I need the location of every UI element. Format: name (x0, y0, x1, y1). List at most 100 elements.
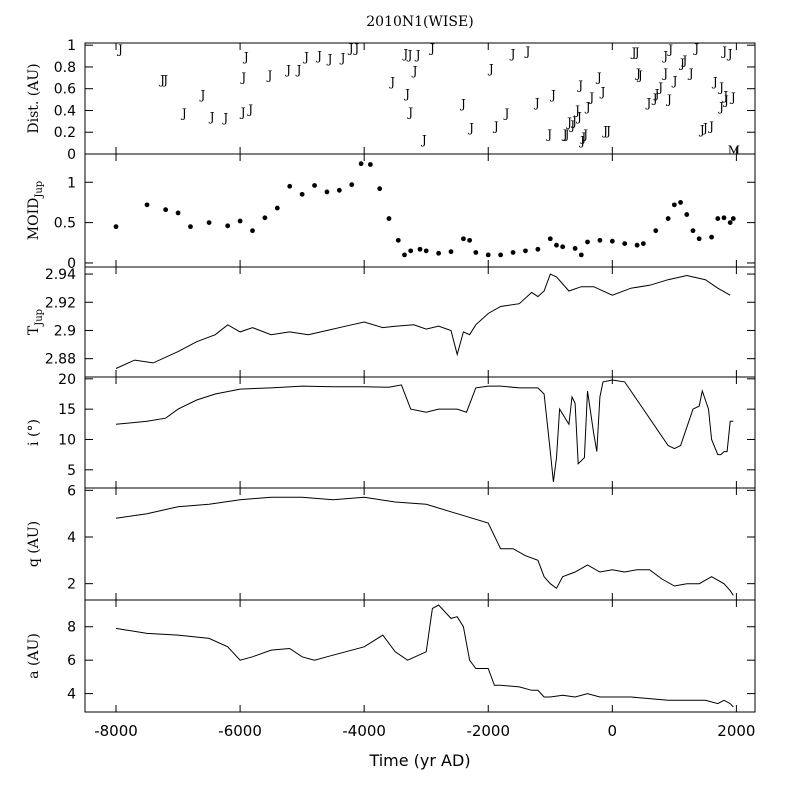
y-tick-label: 2.9 (54, 323, 76, 339)
y-tick-label: 0.2 (54, 125, 76, 141)
encounter-marker: J (576, 78, 583, 92)
y-tick-label: 6 (67, 483, 76, 499)
data-point (578, 252, 584, 258)
y-axis-label: q (AU) (26, 521, 42, 567)
data-point (448, 249, 454, 255)
y-tick-label: 4 (67, 530, 76, 546)
data-point (144, 202, 150, 208)
encounter-marker: J (581, 127, 588, 141)
encounter-marker: J (242, 50, 249, 64)
encounter-marker: J (634, 66, 641, 80)
x-tick-label: 2000 (717, 722, 755, 740)
data-point (324, 189, 330, 195)
x-axis-label: Time (yr AD) (368, 751, 470, 770)
encounter-marker: J (161, 73, 168, 87)
encounter-marker: J (545, 127, 552, 141)
data-point (523, 248, 528, 254)
encounter-marker: J (568, 119, 575, 133)
data-point (640, 241, 646, 246)
encounter-marker: J (645, 96, 652, 110)
encounter-marker: J (633, 46, 640, 60)
data-point (535, 246, 541, 252)
encounter-marker: J (587, 90, 594, 104)
x-tick-label: -4000 (342, 722, 386, 740)
y-tick-label: 6 (67, 653, 76, 669)
encounter-marker: J (239, 71, 246, 85)
encounter-marker: J (717, 100, 724, 114)
encounter-marker: J (524, 45, 531, 59)
encounter-marker: J (315, 49, 322, 63)
data-point (175, 210, 181, 216)
data-point (417, 246, 423, 252)
encounter-marker: J (573, 103, 580, 117)
x-tick-label: 0 (608, 722, 618, 740)
data-point (554, 242, 559, 248)
encounter-marker: J (406, 48, 413, 62)
x-tick-label: -8000 (94, 722, 138, 740)
y-tick-label: 1 (67, 38, 76, 54)
encounter-marker: J (492, 120, 499, 134)
data-point (377, 186, 383, 192)
data-point (696, 236, 702, 242)
data-point (690, 228, 696, 234)
encounter-marker: J (533, 96, 540, 110)
encounter-marker: J (401, 47, 408, 61)
data-point (634, 242, 640, 248)
data-point (206, 220, 212, 226)
encounter-marker: J (722, 94, 729, 108)
y-axis-label: TJup (26, 309, 45, 335)
data-point (349, 182, 355, 188)
encounter-marker: J (563, 127, 570, 141)
encounter-marker: J (509, 47, 516, 61)
series-line (115, 379, 734, 482)
data-point (467, 237, 473, 243)
data-point (287, 183, 293, 189)
encounter-marker: J (653, 87, 660, 101)
encounter-marker: J (265, 69, 272, 83)
data-point (730, 216, 736, 221)
y-tick-label: 0 (67, 256, 76, 272)
encounter-marker: J (561, 127, 568, 141)
encounter-marker: J (414, 48, 421, 62)
encounter-marker: J (717, 81, 724, 95)
encounter-marker: J (180, 107, 187, 121)
data-point (671, 202, 677, 208)
encounter-marker: J (221, 111, 228, 125)
panel-frame (84, 487, 756, 601)
data-point (653, 228, 659, 234)
data-point (461, 236, 466, 242)
data-point (299, 191, 305, 197)
encounter-marker: J (578, 134, 585, 148)
encounter-marker: J (246, 102, 253, 116)
encounter-marker: J (487, 62, 494, 76)
data-point (113, 224, 119, 230)
y-axis-label-subscript: Jup (34, 309, 45, 327)
encounter-marker: J (661, 66, 668, 80)
encounter-marker: J (339, 51, 346, 65)
encounter-marker: J (326, 52, 333, 66)
data-point (727, 220, 733, 226)
encounter-marker: J (604, 124, 611, 138)
data-point (585, 239, 590, 245)
data-point (498, 252, 504, 258)
data-point (312, 183, 317, 188)
encounter-marker: J (720, 45, 727, 59)
panel-q: 2 4 6 q (AU) (26, 483, 756, 601)
y-tick-label: 2.88 (45, 352, 76, 368)
panel-a: 4 6 8 a (AU) (26, 599, 756, 713)
encounter-marker: J (208, 110, 215, 124)
data-point (715, 216, 721, 221)
y-axis-label: MOIDJup (26, 181, 45, 240)
encounter-marker: J (666, 42, 673, 56)
encounter-marker: J (584, 100, 591, 114)
encounter-marker: J (726, 47, 733, 61)
y-tick-label: 5 (67, 463, 76, 479)
data-point (597, 237, 603, 243)
data-point (225, 223, 231, 229)
encounter-marker: J (698, 123, 705, 137)
encounter-marker: J (656, 81, 663, 95)
encounter-marker: J (549, 88, 556, 102)
y-axis-label-subscript: Jup (34, 181, 45, 199)
data-point (395, 237, 401, 243)
